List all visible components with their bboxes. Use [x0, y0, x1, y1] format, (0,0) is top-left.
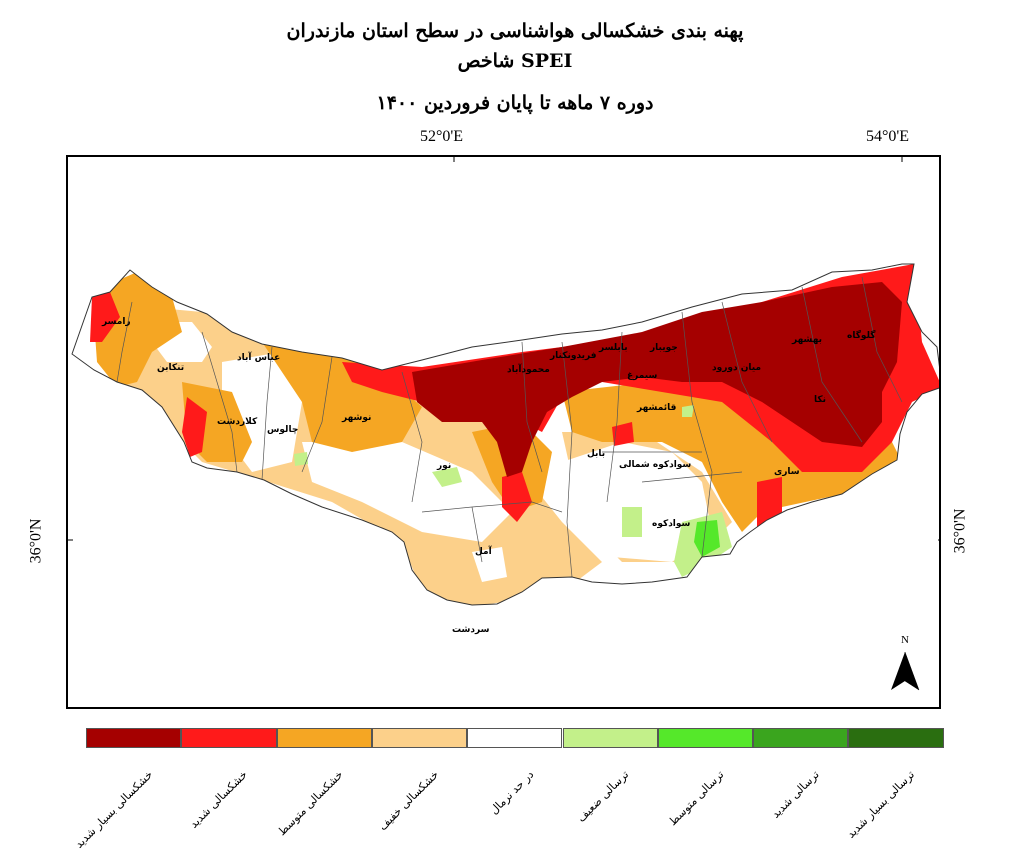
longitude-label-54: 54°0'E: [866, 128, 910, 145]
city-label: بابل: [587, 449, 605, 459]
legend-swatch: [753, 728, 849, 748]
city-label: تنکابن: [157, 363, 184, 373]
north-label: N: [901, 634, 909, 646]
period-title: دوره ۷ ماهه تا پایان فروردین ۱۴۰۰: [376, 92, 654, 114]
city-label: نور: [436, 461, 451, 471]
province-outline: [71, 263, 939, 606]
map-canvas: رامسر تنکابن عباس آباد کلاردشت چالوس نوش…: [68, 157, 939, 691]
legend-swatch: [467, 728, 563, 748]
north-arrow-icon: [891, 652, 905, 690]
legend-label: ترسالی بسیار شدید: [844, 768, 918, 841]
city-label: سیمرغ: [627, 371, 657, 381]
longitude-label-52: 52°0'E: [420, 128, 464, 145]
city-label: سردشت: [452, 625, 490, 635]
north-arrow: N: [891, 634, 920, 691]
legend-label: ترسالی متوسط: [666, 768, 727, 829]
city-label: سوادکوه شمالی: [619, 460, 691, 470]
legend-swatch: [848, 728, 944, 748]
legend-swatch: [276, 728, 372, 748]
index-title: شاخص SPEI: [457, 50, 573, 72]
city-label: گلوگاه: [847, 329, 876, 341]
city-label: فریدونکنار: [549, 351, 597, 361]
city-label: بهشهر: [791, 335, 822, 345]
latitude-label-left: 36°0'N: [27, 518, 45, 564]
city-label: سوادکوه: [652, 519, 691, 529]
city-label: کلاردشت: [217, 417, 258, 427]
legend-swatch: [86, 728, 182, 748]
city-label: رامسر: [101, 317, 131, 327]
legend-label: ترسالی شدید: [769, 768, 822, 821]
city-label: آمل: [475, 545, 493, 557]
legend-label: خشکسالی خفیف: [375, 768, 441, 834]
city-label: محمودآباد: [507, 363, 550, 375]
legend-swatch: [657, 728, 754, 748]
legend-swatch: [181, 728, 277, 748]
city-label: نوشهر: [341, 413, 371, 423]
city-label: نکا: [814, 395, 826, 405]
legend-swatch: [562, 728, 658, 748]
city-label: جویبار: [649, 343, 678, 353]
map-title: پهنه بندی خشکسالی هواشناسی در سطح استان …: [286, 20, 744, 42]
city-label: چالوس: [267, 425, 298, 435]
city-label: عباس آباد: [237, 351, 280, 363]
city-label: بابلسر: [598, 343, 628, 353]
legend-label: خشکسالی بسیار شدید: [72, 768, 155, 851]
legend-label: خشکسالی متوسط: [275, 768, 346, 839]
city-label: قائمشهر: [636, 403, 676, 413]
drought-zones: [72, 264, 939, 605]
city-label: ساری: [774, 467, 800, 477]
map-frame: رامسر تنکابن عباس آباد کلاردشت چالوس نوش…: [66, 155, 941, 709]
city-label: میان دورود: [712, 363, 761, 373]
latitude-label-right: 36°0'N: [951, 508, 969, 554]
legend-label: خشکسالی شدید: [187, 768, 251, 831]
legend-label: ترسالی ضعیف: [574, 768, 632, 825]
legend-swatch: [371, 728, 468, 748]
legend-label: در حد نرمال: [487, 768, 537, 817]
